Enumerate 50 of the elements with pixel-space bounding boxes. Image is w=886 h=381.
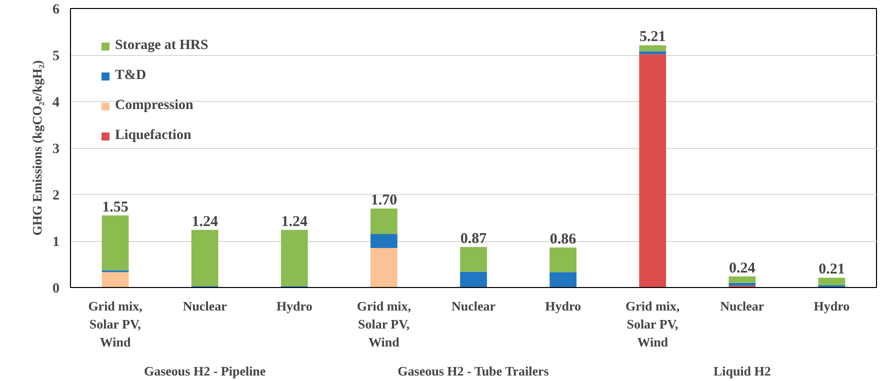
y-tick-label: 0 bbox=[52, 282, 60, 296]
y-tick-label: 4 bbox=[52, 96, 60, 110]
total-label: 1.70 bbox=[370, 192, 398, 208]
legend-label: T&D bbox=[115, 68, 146, 84]
total-label: 0.86 bbox=[550, 232, 577, 248]
text: Gaseous H2 - Tube Trailers bbox=[398, 364, 549, 378]
bar bbox=[639, 51, 666, 54]
total-label: 0.24 bbox=[729, 260, 756, 276]
x-tick-label: Hydro bbox=[545, 298, 582, 314]
legend-label: Compression bbox=[115, 98, 194, 114]
total-label: 1.55 bbox=[102, 199, 128, 216]
legend-label: Storage at HRS bbox=[115, 38, 208, 54]
bar bbox=[370, 248, 398, 288]
y-tick-label: 1 bbox=[52, 235, 60, 250]
y-tick-label: 2 bbox=[52, 188, 60, 204]
total-label: 1.24 bbox=[192, 214, 218, 230]
x-tick-label: Hydro bbox=[276, 298, 312, 314]
x-tick-label: Grid mix, Solar PV, Wind bbox=[356, 298, 412, 350]
bar bbox=[370, 208, 398, 234]
bar bbox=[550, 248, 576, 272]
bar bbox=[460, 247, 487, 272]
bar bbox=[550, 272, 576, 288]
legend-label: Liquefaction bbox=[115, 128, 192, 144]
bar bbox=[818, 278, 846, 286]
total-label: 1.24 bbox=[281, 214, 308, 230]
bar bbox=[460, 272, 487, 288]
total-label: 0.87 bbox=[460, 231, 488, 248]
total-label: 0.21 bbox=[818, 262, 845, 278]
bar bbox=[370, 234, 398, 248]
text: Liquid H2 bbox=[713, 364, 771, 378]
bar bbox=[280, 230, 308, 286]
bar bbox=[191, 230, 218, 286]
x-tick-label: Nuclear bbox=[182, 298, 228, 314]
x-tick-label: Grid mix, Solar PV, Wind bbox=[626, 298, 680, 350]
y-axis-title: GHG Emissions (kgCO₂e/kgH₂) bbox=[30, 60, 44, 236]
bar bbox=[728, 282, 756, 286]
bar bbox=[102, 272, 129, 288]
bar bbox=[639, 45, 666, 52]
text: Gaseous H2 - Pipeline bbox=[144, 364, 266, 378]
y-tick-label: 6 bbox=[52, 2, 60, 18]
y-tick-label: 3 bbox=[52, 142, 60, 157]
y-tick-label: 5 bbox=[52, 49, 60, 64]
total-label: 5.21 bbox=[639, 29, 666, 46]
bar bbox=[728, 276, 756, 283]
bar bbox=[639, 54, 666, 288]
x-tick-label: Nuclear bbox=[720, 298, 764, 314]
bar bbox=[102, 215, 129, 270]
x-tick-label: Grid mix, Solar PV, Wind bbox=[88, 298, 142, 350]
x-tick-label: Hydro bbox=[814, 298, 850, 314]
x-tick-label: Nuclear bbox=[451, 298, 496, 314]
